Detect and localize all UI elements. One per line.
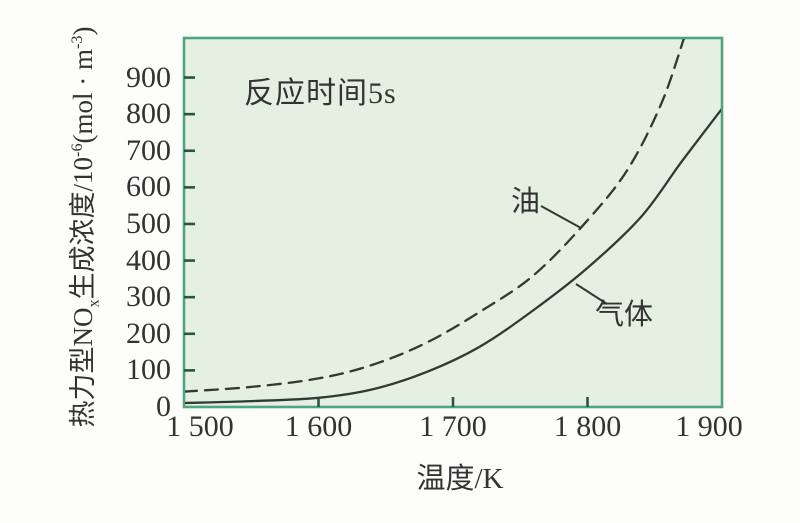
y-axis-title-part: ) xyxy=(68,26,98,36)
y-axis-title-part: 热力型NO xyxy=(68,307,98,428)
gas-label-leader xyxy=(575,283,608,305)
y-axis-title-part: (mol · m xyxy=(68,48,98,144)
y-tick-label: 800 xyxy=(126,97,171,131)
oil-curve-label: 油 xyxy=(511,186,541,218)
x-tick-label: 1 500 xyxy=(166,410,234,443)
y-tick-label: 0 xyxy=(156,390,171,423)
axis-ticks xyxy=(184,76,589,407)
gas-curve-label: 气体 xyxy=(595,299,654,331)
y-axis-title-part: 生成浓度/10 xyxy=(68,156,98,300)
y-tick-label: 200 xyxy=(126,316,171,350)
y-tick-label: 700 xyxy=(126,133,171,167)
x-tick-label: 1 600 xyxy=(284,410,353,443)
y-tick-label: 100 xyxy=(126,353,171,387)
reaction-time-annotation: 反应时间5s xyxy=(244,77,397,110)
x-tick-label: 1 700 xyxy=(419,410,487,443)
y-tick-label: 400 xyxy=(126,243,171,277)
y-axis-title-part: -3 xyxy=(68,35,86,49)
x-tick-label: 1 900 xyxy=(675,410,743,443)
y-axis-title-part: -6 xyxy=(68,143,86,157)
y-axis-title: 热力型NOx生成浓度/10-6(mol · m-3) xyxy=(58,0,102,462)
y-tick-label: 600 xyxy=(126,170,171,204)
oil-curve xyxy=(185,39,685,393)
y-tick-label: 900 xyxy=(126,60,171,94)
y-tick-label: 500 xyxy=(126,206,171,240)
x-axis-title: 温度/K xyxy=(416,463,504,495)
y-tick-label: 300 xyxy=(126,280,171,314)
y-axis-title-part: x xyxy=(84,299,103,308)
oil-label-leader xyxy=(540,205,582,229)
gas-curve xyxy=(185,108,721,405)
x-tick-label: 1 800 xyxy=(553,410,622,443)
plot-area xyxy=(182,36,724,409)
curves xyxy=(185,39,721,405)
